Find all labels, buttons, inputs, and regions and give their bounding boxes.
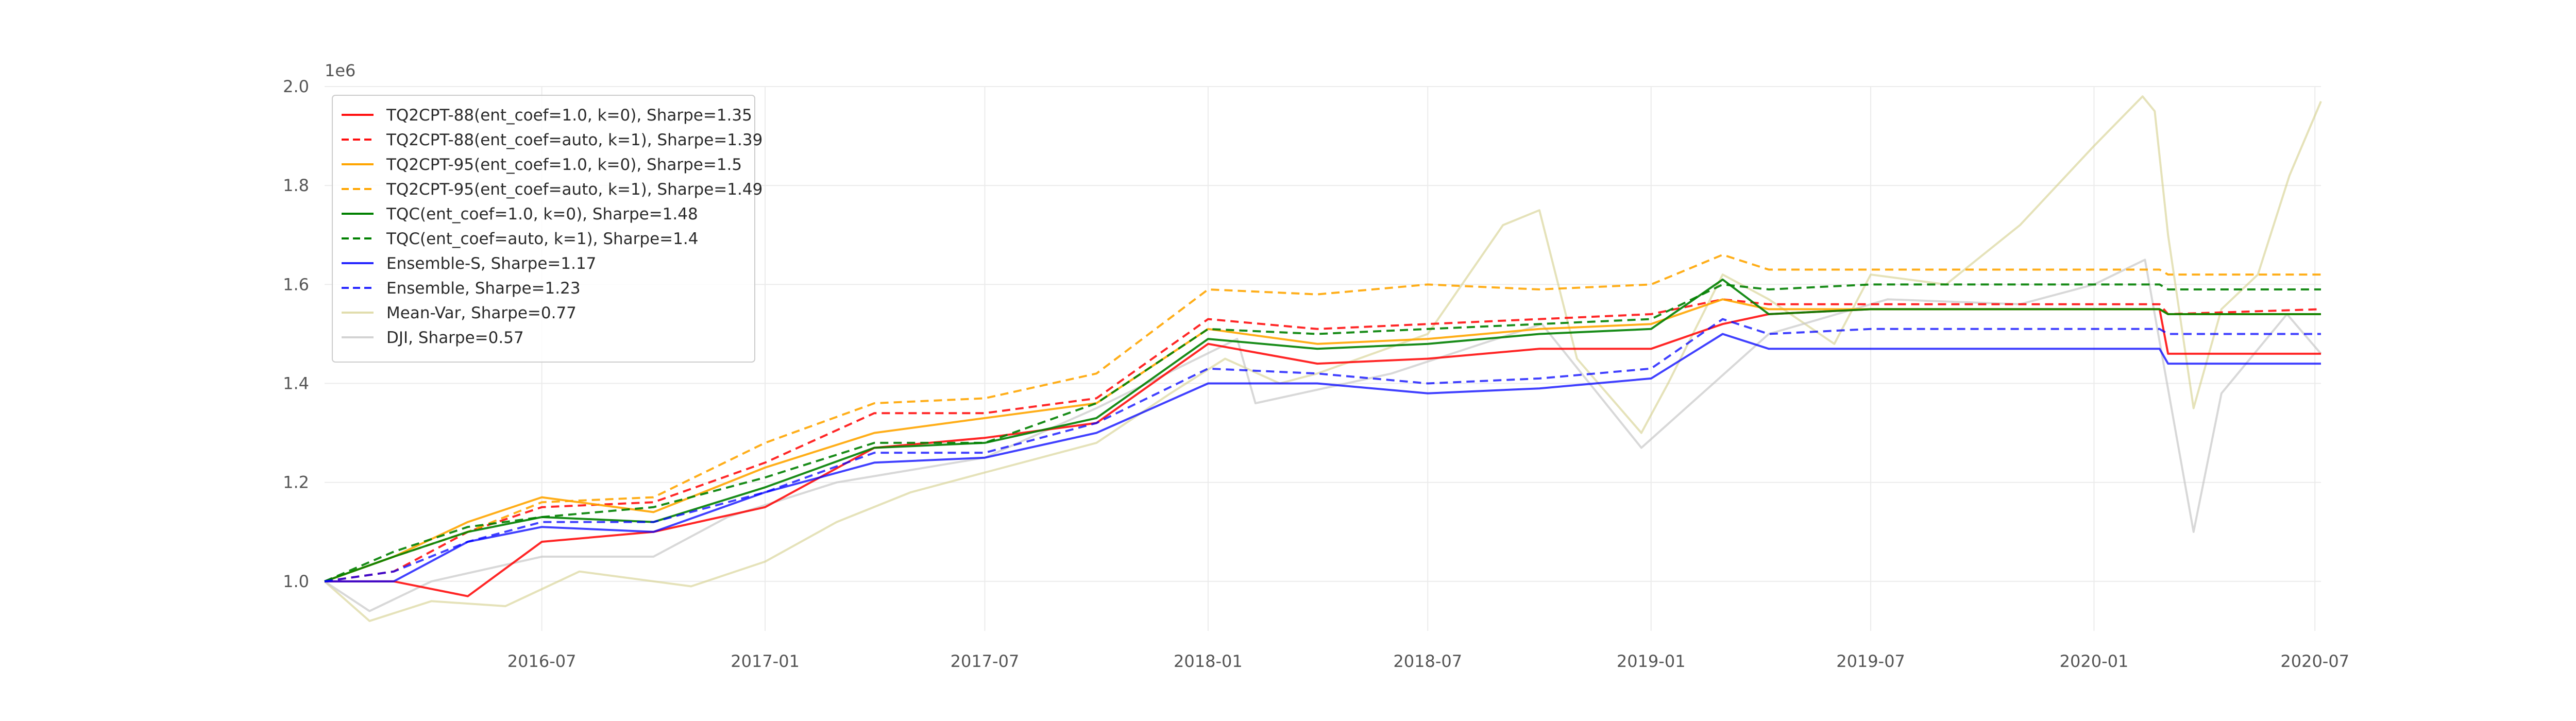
legend-label-4: TQ2CPT-95(ent_coef=auto, k=1), Sharpe=1.… bbox=[386, 180, 762, 199]
legend: TQ2CPT-88(ent_coef=1.0, k=0), Sharpe=1.3… bbox=[332, 95, 762, 363]
legend-label-9: Mean-Var, Sharpe=0.77 bbox=[386, 304, 577, 322]
legend-box bbox=[332, 95, 755, 363]
x-tick-label: 2019-07 bbox=[1836, 651, 1905, 671]
x-tick-label: 2017-07 bbox=[951, 651, 1020, 671]
y-tick-label: 1.8 bbox=[283, 176, 309, 195]
x-tick-label: 2017-01 bbox=[731, 651, 800, 671]
series-line-4 bbox=[324, 253, 2321, 582]
series-lines bbox=[324, 95, 2322, 622]
x-tick-label: 2019-01 bbox=[1617, 651, 1686, 671]
legend-label-7: Ensemble-S, Sharpe=1.17 bbox=[386, 254, 596, 273]
legend-label-1: TQ2CPT-88(ent_coef=1.0, k=0), Sharpe=1.3… bbox=[386, 106, 752, 125]
y-tick-label: 1.4 bbox=[283, 374, 309, 393]
x-tick-label: 2020-07 bbox=[2280, 651, 2349, 671]
series-line-2 bbox=[324, 298, 2321, 582]
x-tick-label: 2018-01 bbox=[1174, 651, 1243, 671]
legend-label-6: TQC(ent_coef=auto, k=1), Sharpe=1.4 bbox=[386, 230, 698, 248]
x-axis-ticks: 2016-07 2017-01 2017-07 2018-01 2018-07 2019-… bbox=[507, 651, 2349, 671]
legend-label-8: Ensemble, Sharpe=1.23 bbox=[386, 279, 581, 298]
legend-label-5: TQC(ent_coef=1.0, k=0), Sharpe=1.48 bbox=[386, 205, 698, 224]
legend-label-2: TQ2CPT-88(ent_coef=auto, k=1), Sharpe=1.… bbox=[386, 131, 762, 149]
series-line-9 bbox=[324, 95, 2322, 622]
legend-label-3: TQ2CPT-95(ent_coef=1.0, k=0), Sharpe=1.5 bbox=[386, 156, 742, 174]
legend-label-10: DJI, Sharpe=0.57 bbox=[386, 329, 524, 347]
x-tick-label: 2020-01 bbox=[2060, 651, 2129, 671]
y-axis-ticks: 1.0 1.2 1.4 1.6 1.8 2.0 bbox=[283, 77, 309, 591]
y-tick-label: 1.2 bbox=[283, 473, 309, 492]
series-line-5 bbox=[324, 278, 2321, 582]
y-tick-label: 2.0 bbox=[283, 77, 309, 96]
y-tick-label: 1.6 bbox=[283, 274, 309, 294]
x-tick-label: 2018-07 bbox=[1393, 651, 1462, 671]
y-tick-label: 1.0 bbox=[283, 572, 309, 591]
y-axis-offset-label: 1e6 bbox=[325, 61, 355, 80]
x-tick-label: 2016-07 bbox=[507, 651, 577, 671]
series-line-7 bbox=[325, 333, 2321, 582]
